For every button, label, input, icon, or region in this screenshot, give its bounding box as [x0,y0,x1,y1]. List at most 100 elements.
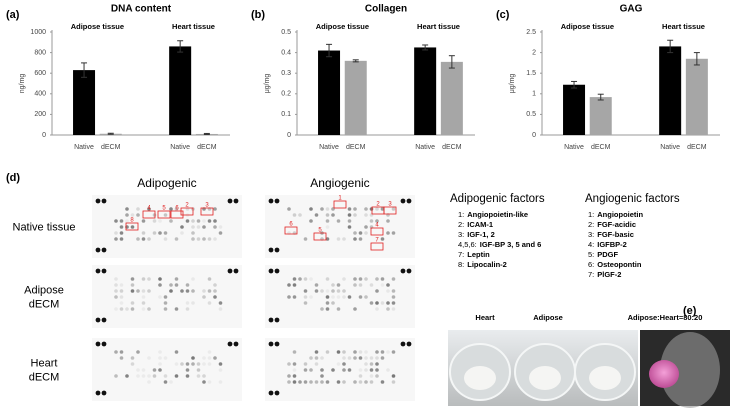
y-tick-label: 600 [34,70,46,77]
spot [174,283,179,287]
spot [386,231,390,235]
marker-label: 3 [388,202,392,208]
spot [325,237,330,241]
y-tick-label: 0.4 [281,49,291,56]
spot [141,295,146,299]
spot [358,237,363,241]
x-tick-label: dECM [687,144,707,151]
spot [298,213,302,217]
spot [207,219,212,223]
spot [375,368,379,372]
spot [309,219,313,223]
bar [414,47,437,136]
spot [213,289,217,293]
spot [358,295,363,299]
spot [342,295,346,299]
spot [152,368,157,372]
spot [191,356,195,360]
spot [218,307,223,311]
sample [589,366,621,390]
spot [320,380,324,384]
spot [386,350,390,354]
ref-dot [95,268,101,274]
ref-dot [95,198,101,204]
spot [185,374,190,378]
spot [320,207,324,211]
spot [114,219,118,223]
spot [292,213,297,217]
spot [163,307,168,311]
spot [369,219,374,223]
spot [141,237,146,241]
spot [336,295,341,299]
spot [380,277,385,281]
ref-dot [274,341,280,347]
bar [169,46,192,135]
blot-membrane [92,338,242,401]
blot-membrane [265,338,415,401]
spot [125,219,129,223]
spot [119,295,124,299]
spot [331,213,335,217]
spot [147,374,151,378]
spot [391,277,396,281]
spot [163,374,168,378]
spot [353,207,357,211]
group-label: Adipose tissue [561,22,614,31]
spot [369,283,374,287]
marker-box [157,210,171,219]
spot [336,350,341,354]
spot [202,356,206,360]
spot [342,362,346,366]
factor-name: Osteopontin [597,260,642,269]
error-bar [448,55,455,69]
spot [202,225,206,229]
ref-dot [268,341,274,347]
x-tick-label: Native [319,144,339,151]
spot [353,380,357,384]
y-tick-label: 1 [532,91,536,98]
spot [125,374,129,378]
photo-caption: Adipose [533,313,563,322]
spot [218,225,223,229]
error-bar [203,132,210,135]
spot [158,295,162,299]
ref-dot [268,268,274,274]
spot [218,380,223,384]
spot [303,289,308,293]
spot [213,295,217,299]
x-tick-label: dECM [346,144,366,151]
spot [180,231,184,235]
error-bar [177,40,184,53]
spot [169,207,173,211]
bar [318,50,341,135]
spot [391,207,396,211]
spot [158,362,162,366]
spot [114,295,118,299]
marker-box [370,242,384,251]
spot [213,283,217,287]
spot [130,301,135,305]
spot [185,289,190,293]
spot [185,219,190,223]
spot [152,213,157,217]
spot [325,213,330,217]
spot [391,301,396,305]
spot [174,350,179,354]
spot [196,219,201,223]
spot [119,350,124,354]
bar [563,84,586,135]
spot [358,380,363,384]
spot [347,207,352,211]
spot [292,362,297,366]
spot [119,289,124,293]
spot [369,374,374,378]
spot [158,356,162,360]
factor-name: PDGF [597,250,618,259]
spot [130,362,135,366]
spot [185,362,190,366]
factor-item: 7: Leptin [458,250,490,259]
spot [380,350,385,354]
spot [202,289,206,293]
spot [336,362,341,366]
